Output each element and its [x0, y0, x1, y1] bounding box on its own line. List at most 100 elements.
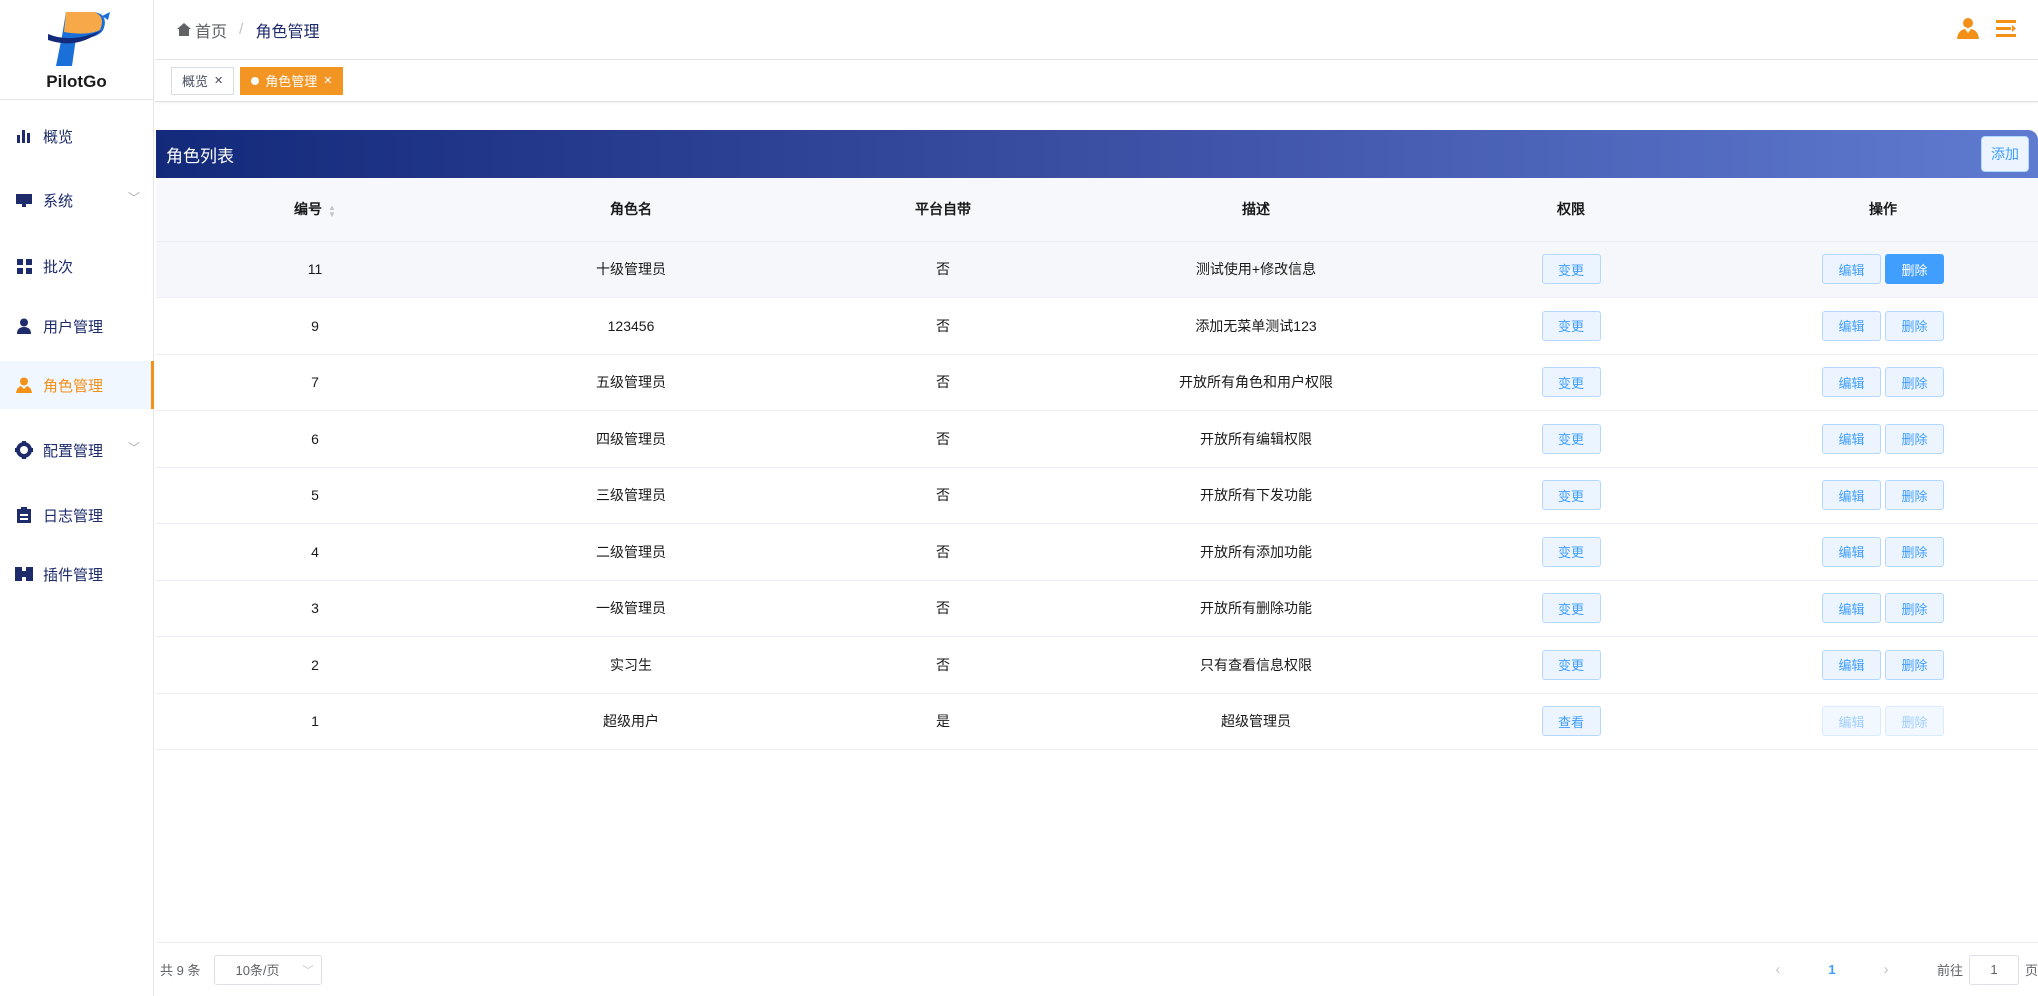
edit-button[interactable]: 编辑 — [1822, 649, 1881, 680]
user-icon — [15, 317, 33, 335]
column-header: 权限 — [1414, 178, 1728, 242]
tab-role-management[interactable]: 角色管理 ✕ — [240, 66, 344, 95]
goto-page-input[interactable] — [1968, 954, 2019, 985]
pilotgo-logo-icon — [47, 11, 110, 66]
edit-button[interactable]: 编辑 — [1822, 480, 1881, 511]
chevron-down-icon: ﹀ — [127, 191, 140, 205]
edit-button[interactable]: 编辑 — [1822, 536, 1881, 567]
permission-button[interactable]: 变更 — [1541, 649, 1601, 680]
sidebar: PilotGo 概览 系统 ﹀ 批次 用户管理 角色管理 配置管理 ﹀ 日志管理 插件管理 — [0, 0, 154, 996]
add-role-button[interactable]: 添加 — [1981, 136, 2029, 172]
column-header-label: 编号 — [294, 201, 323, 218]
role-table: 编号 ▲ ▼ 角色名 平台自带 描述 权限 操作 11 十级管理员 否 测试使用+修改信息 变… — [156, 178, 2038, 750]
permission-button[interactable]: 变更 — [1541, 593, 1601, 624]
column-header-label: 描述 — [1242, 201, 1270, 218]
close-icon[interactable]: ✕ — [323, 75, 333, 87]
edit-button[interactable]: 编辑 — [1822, 367, 1881, 398]
delete-button[interactable]: 删除 — [1885, 310, 1944, 341]
prev-page-button[interactable]: ‹ — [1775, 961, 1781, 978]
pagination: 共 9 条 10条/页 ﹀ ‹ 1 › 前往 页 — [156, 942, 2038, 996]
user-profile-icon[interactable] — [1956, 16, 1980, 40]
sidebar-item-label: 用户管理 — [43, 318, 104, 336]
cell-desc: 只有查看信息权限 — [1098, 636, 1414, 694]
cell-name: 超级用户 — [474, 693, 788, 750]
cell-name: 十级管理员 — [474, 241, 788, 298]
delete-button[interactable]: 删除 — [1885, 423, 1944, 454]
column-header-label: 操作 — [1869, 201, 1897, 218]
permission-button[interactable]: 变更 — [1541, 480, 1601, 511]
cell-desc: 开放所有添加功能 — [1098, 523, 1414, 581]
column-header: 角色名 — [474, 178, 788, 242]
cell-name: 一级管理员 — [474, 580, 788, 637]
close-icon[interactable]: ✕ — [214, 75, 224, 87]
edit-button[interactable]: 编辑 — [1822, 593, 1881, 624]
cell-desc: 测试使用+修改信息 — [1098, 241, 1414, 298]
edit-button[interactable]: 编辑 — [1822, 254, 1881, 285]
cell-desc: 添加无菜单测试123 — [1098, 297, 1414, 355]
total-count: 共 9 条 — [160, 963, 201, 978]
role-list-card: 角色列表 添加 编号 ▲ ▼ 角色名 平台自带 描述 权限 操作 11 十级管理员 否 测试使… — [156, 130, 2038, 996]
sidebar-item-2[interactable]: 批次 — [0, 242, 154, 290]
logo[interactable]: PilotGo — [0, 0, 153, 100]
next-page-button[interactable]: › — [1883, 961, 1889, 978]
sidebar-item-6[interactable]: 日志管理 — [0, 491, 154, 539]
sidebar-item-label: 插件管理 — [43, 566, 104, 584]
delete-button[interactable]: 删除 — [1885, 367, 1944, 398]
page-number[interactable]: 1 — [1828, 962, 1836, 977]
permission-button[interactable]: 变更 — [1541, 367, 1601, 398]
cell-desc: 开放所有下发功能 — [1098, 467, 1414, 524]
table-row: 1 超级用户 是 超级管理员 查看 编辑 删除 — [156, 693, 2038, 750]
sidebar-item-label: 系统 — [43, 192, 74, 210]
delete-button: 删除 — [1885, 706, 1944, 737]
delete-button[interactable]: 删除 — [1885, 480, 1944, 511]
menu-toggle-icon[interactable] — [1994, 16, 2018, 40]
cell-name: 五级管理员 — [474, 354, 788, 411]
cell-builtin: 否 — [788, 636, 1098, 694]
sidebar-item-0[interactable]: 概览 — [0, 112, 154, 160]
cell-name: 123456 — [474, 297, 788, 355]
gear-icon — [15, 441, 33, 459]
sidebar-item-5[interactable]: 配置管理 ﹀ — [0, 426, 154, 474]
permission-button[interactable]: 变更 — [1541, 254, 1601, 285]
permission-button[interactable]: 变更 — [1541, 423, 1601, 454]
delete-button[interactable]: 删除 — [1885, 536, 1944, 567]
sidebar-item-4[interactable]: 角色管理 — [0, 361, 154, 409]
column-header: 描述 — [1098, 178, 1414, 242]
breadcrumb-home[interactable]: 首页 — [177, 18, 227, 42]
cell-desc: 开放所有编辑权限 — [1098, 410, 1414, 468]
page-size-value: 10条/页 — [235, 963, 280, 978]
plugin-icon — [15, 565, 33, 583]
column-header[interactable]: 编号 ▲ ▼ — [156, 178, 474, 242]
sort-icon[interactable]: ▲ ▼ — [328, 202, 336, 219]
top-header: 首页 / 角色管理 — [155, 0, 2038, 60]
cell-builtin: 否 — [788, 354, 1098, 411]
delete-button[interactable]: 删除 — [1885, 593, 1944, 624]
permission-button[interactable]: 变更 — [1541, 536, 1601, 567]
cell-desc: 开放所有角色和用户权限 — [1098, 354, 1414, 411]
cell-desc: 超级管理员 — [1098, 693, 1414, 750]
cell-builtin: 是 — [788, 693, 1098, 750]
cell-id: 3 — [156, 580, 474, 637]
cell-id: 9 — [156, 297, 474, 355]
breadcrumb-separator: / — [239, 20, 244, 38]
cell-name: 实习生 — [474, 636, 788, 694]
cell-id: 6 — [156, 410, 474, 468]
edit-button: 编辑 — [1822, 706, 1881, 737]
tab-overview[interactable]: 概览 ✕ — [171, 66, 235, 95]
sidebar-item-1[interactable]: 系统 ﹀ — [0, 176, 154, 224]
sidebar-item-3[interactable]: 用户管理 — [0, 302, 154, 350]
brand-name: PilotGo — [46, 71, 107, 91]
edit-button[interactable]: 编辑 — [1822, 310, 1881, 341]
column-header: 操作 — [1728, 178, 2038, 242]
sidebar-item-label: 概览 — [43, 128, 74, 146]
edit-button[interactable]: 编辑 — [1822, 423, 1881, 454]
page-size-select[interactable]: 10条/页 ﹀ — [214, 954, 323, 985]
sidebar-item-7[interactable]: 插件管理 — [0, 550, 154, 598]
delete-button[interactable]: 删除 — [1885, 649, 1944, 680]
permission-button[interactable]: 查看 — [1541, 706, 1601, 737]
delete-button[interactable]: 删除 — [1885, 254, 1944, 285]
cell-name: 三级管理员 — [474, 467, 788, 524]
permission-button[interactable]: 变更 — [1541, 310, 1601, 341]
cell-id: 4 — [156, 523, 474, 581]
sidebar-item-label: 配置管理 — [43, 442, 104, 460]
